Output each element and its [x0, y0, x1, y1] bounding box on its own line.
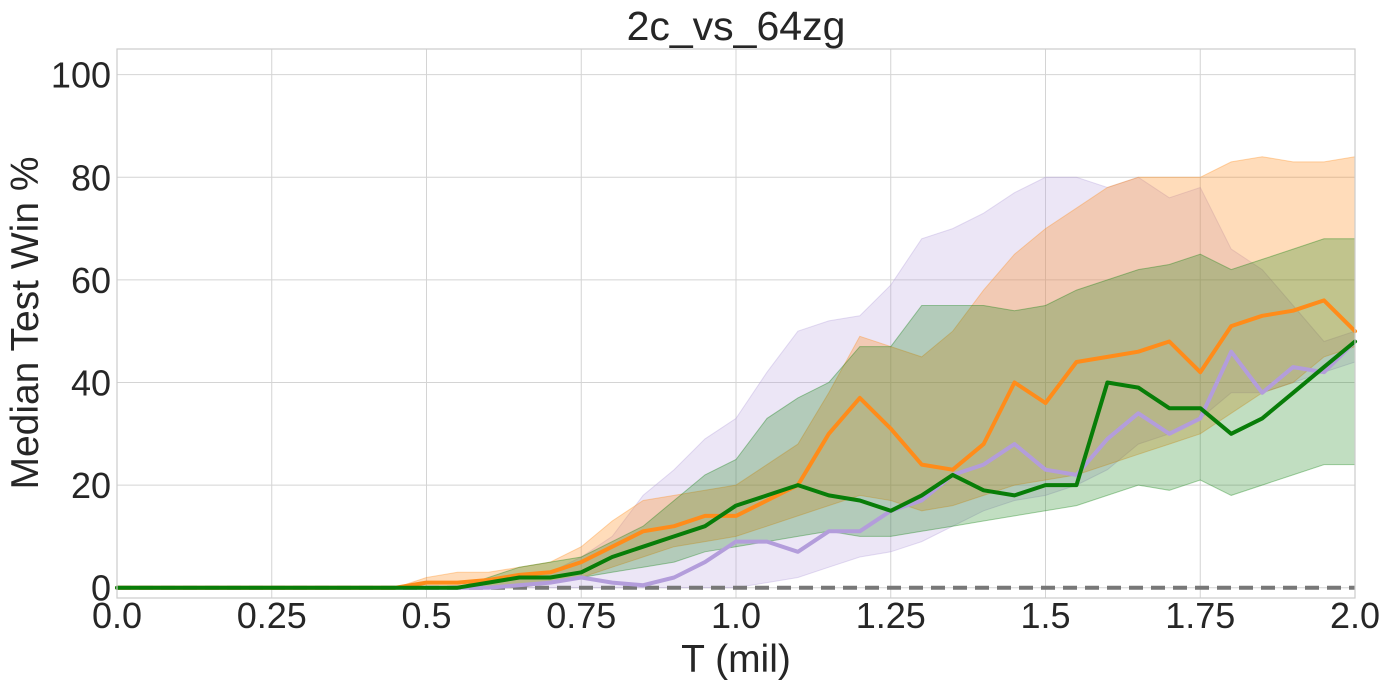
y-tick-label: 40 [71, 363, 111, 404]
x-tick-label: 1.25 [856, 595, 926, 636]
series-2-line [115, 339, 1357, 590]
x-tick-label: 0.75 [546, 595, 616, 636]
y-tick-label: 60 [71, 260, 111, 301]
series-1-line [115, 298, 1357, 590]
y-tick-label: 20 [71, 465, 111, 506]
y-axis-label: Median Test Win % [4, 156, 47, 489]
x-tick-label: 1.0 [711, 595, 761, 636]
x-tick-label: 2.0 [1330, 595, 1380, 636]
x-tick-label: 0.25 [237, 595, 307, 636]
series-lines [115, 298, 1357, 590]
chart-title: 2c_vs_64zg [627, 3, 846, 49]
x-tick-label: 0.5 [401, 595, 451, 636]
x-tick-labels: 0.0 0.25 0.5 0.75 1.0 1.25 1.5 1.75 2.0 [92, 595, 1380, 636]
y-tick-labels: 0 20 40 60 80 100 [51, 55, 111, 609]
x-axis-label: T (mil) [681, 638, 791, 681]
y-tick-label: 100 [51, 55, 111, 96]
x-tick-label: 1.5 [1020, 595, 1070, 636]
y-tick-label: 0 [91, 568, 111, 609]
y-tick-label: 80 [71, 157, 111, 198]
x-tick-label: 0.0 [92, 595, 142, 636]
series-0-line [115, 339, 1357, 590]
x-tick-label: 1.75 [1165, 595, 1235, 636]
plot-frame [116, 48, 1356, 599]
